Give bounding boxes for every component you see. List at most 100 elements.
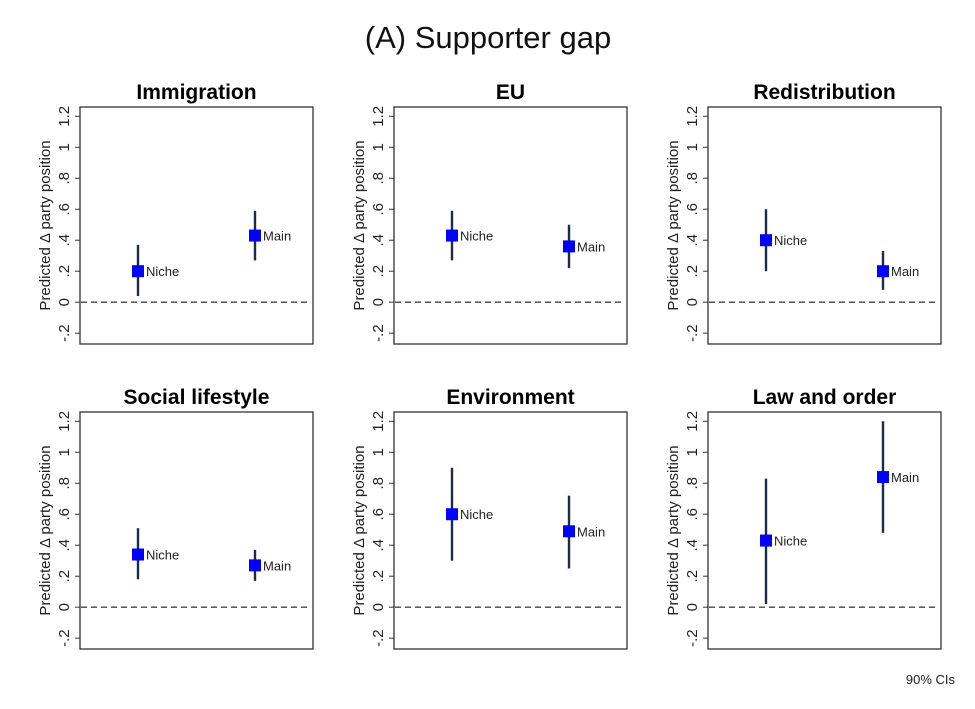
point-label-niche: Niche [460,229,493,244]
y-tick-label: .4 [56,539,73,552]
y-tick-label: 1 [56,448,73,456]
plot-frame [79,411,314,650]
y-tick-label: .4 [370,539,387,552]
point-marker-niche [446,229,458,242]
y-tick-label: 1 [56,143,73,151]
point-marker-niche [760,534,772,547]
y-tick-label: .8 [370,477,387,490]
point-marker-main [877,265,889,278]
y-tick-label: -.2 [684,324,701,342]
y-tick-label: .2 [56,265,73,278]
y-tick-label: -.2 [56,324,73,342]
y-tick-label: 0 [684,298,701,306]
point-label-niche: Niche [774,233,807,248]
plot-frame [707,106,942,345]
panel-title: Social lifestyle [124,386,270,409]
y-tick-label: 1.2 [370,411,387,432]
y-tick-label: -.2 [370,629,387,647]
y-tick-label: 1 [370,448,387,456]
y-tick-label: .4 [370,234,387,247]
panel-title: Law and order [753,386,897,409]
y-tick-label: 0 [370,298,387,306]
y-axis-label: Predicted Δ party position [37,445,54,615]
y-axis-label: Predicted Δ party position [665,140,682,310]
point-marker-niche [132,548,144,561]
y-tick-label: .6 [684,203,701,216]
y-tick-label: -.2 [56,629,73,647]
point-label-main: Main [263,558,291,573]
y-tick-label: -.2 [370,324,387,342]
point-label-main: Main [577,524,605,539]
y-tick-label: .2 [56,570,73,583]
plot-frame [393,106,628,345]
y-tick-label: 1.2 [370,106,387,127]
y-tick-label: .4 [684,539,701,552]
y-axis-label: Predicted Δ party position [665,445,682,615]
y-axis-label: Predicted Δ party position [351,140,368,310]
point-marker-main [249,229,261,242]
y-tick-label: 1 [684,143,701,151]
point-label-main: Main [263,229,291,244]
panel-title: Environment [446,386,574,409]
y-tick-label: .6 [56,203,73,216]
panel-title: EU [496,81,525,104]
y-tick-label: 1 [684,448,701,456]
point-label-main: Main [577,239,605,254]
panel-title: Redistribution [753,81,895,104]
y-tick-label: .2 [684,265,701,278]
y-tick-label: 0 [56,603,73,611]
ci-note: 90% CIs [906,672,956,687]
point-label-niche: Niche [774,534,807,549]
y-tick-label: 0 [684,603,701,611]
point-marker-niche [132,265,144,278]
y-axis-label: Predicted Δ party position [351,445,368,615]
point-label-main: Main [891,264,919,279]
y-tick-label: .8 [370,172,387,185]
plot-frame [79,106,314,345]
point-marker-main [877,471,889,484]
point-label-niche: Niche [146,264,179,279]
panel-title: Immigration [136,81,256,104]
y-tick-label: 0 [370,603,387,611]
y-tick-label: .2 [370,570,387,583]
y-axis-label: Predicted Δ party position [37,140,54,310]
y-tick-label: .6 [684,508,701,521]
y-tick-label: .4 [684,234,701,247]
chart-title: (A) Supporter gap [365,20,611,55]
point-label-main: Main [891,470,919,485]
point-marker-niche [760,234,772,247]
point-marker-main [249,559,261,572]
y-tick-label: 1.2 [56,411,73,432]
plot-frame [707,411,942,650]
y-tick-label: .6 [370,508,387,521]
y-tick-label: -.2 [684,629,701,647]
y-tick-label: 1.2 [56,106,73,127]
y-tick-label: .8 [684,172,701,185]
y-tick-label: .8 [684,477,701,490]
panel-social-lifestyle: Social lifestyle -.2 0 .2 .4 .6 .8 1 1.2Predicte… [37,386,314,650]
y-tick-label: 1.2 [684,106,701,127]
y-tick-label: .6 [370,203,387,216]
point-label-niche: Niche [146,548,179,563]
y-tick-label: .8 [56,172,73,185]
point-label-niche: Niche [460,507,493,522]
point-marker-main [563,525,575,538]
y-tick-label: 1 [370,143,387,151]
point-marker-main [563,240,575,253]
y-tick-label: .2 [684,570,701,583]
y-tick-label: .4 [56,234,73,247]
y-tick-label: 0 [56,298,73,306]
point-marker-niche [446,508,458,521]
y-tick-label: .8 [56,477,73,490]
y-tick-label: .2 [370,265,387,278]
y-tick-label: .6 [56,508,73,521]
plot-frame [393,411,628,650]
panel-redistribution: Redistribution -.2 0 .2 .4 .6 .8 1 1.2Predicted … [665,81,942,345]
y-tick-label: 1.2 [684,411,701,432]
